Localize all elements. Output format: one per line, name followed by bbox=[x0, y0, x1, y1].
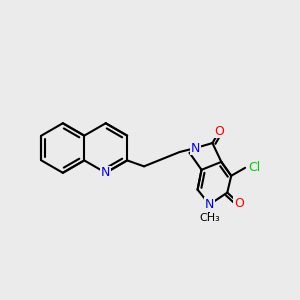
Text: N: N bbox=[191, 142, 200, 154]
Text: CH₃: CH₃ bbox=[199, 213, 220, 224]
Text: N: N bbox=[205, 198, 214, 211]
Text: O: O bbox=[234, 197, 244, 210]
Text: N: N bbox=[101, 166, 110, 179]
Text: N: N bbox=[101, 166, 110, 179]
Text: O: O bbox=[214, 125, 224, 138]
Text: Cl: Cl bbox=[248, 161, 260, 174]
